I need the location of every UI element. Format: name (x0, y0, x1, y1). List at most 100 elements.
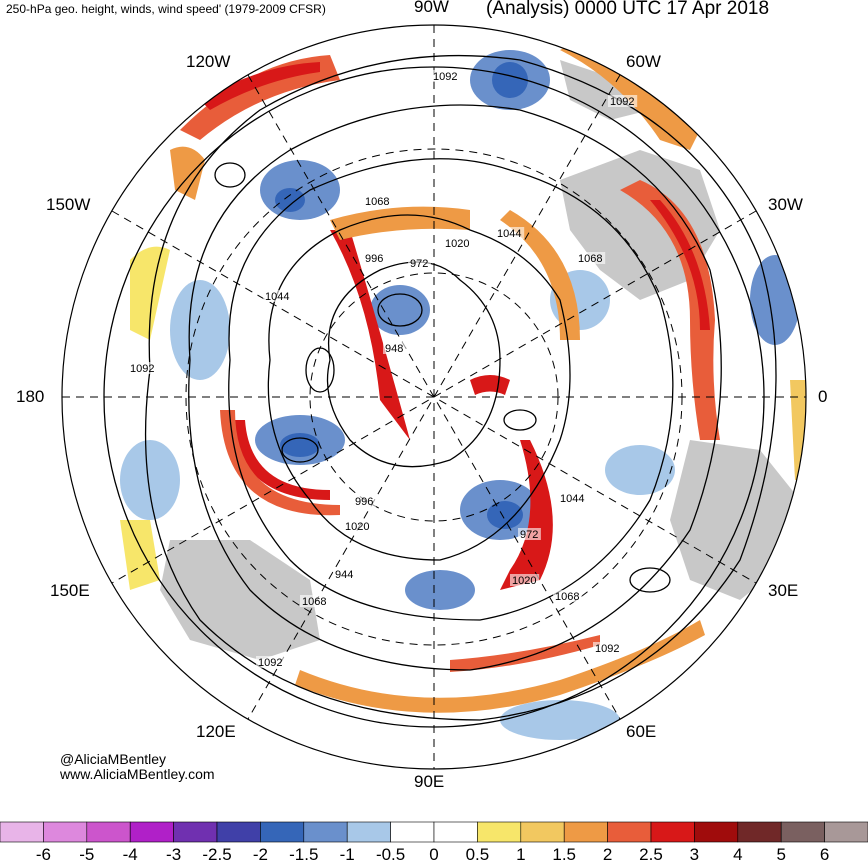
contour-label-bg (363, 252, 386, 264)
colorbar-tick-label: -2 (252, 845, 268, 864)
contour-label-bg (128, 362, 158, 374)
credit-handle: @AliciaMBentley (60, 751, 167, 767)
colorbar-swatch (737, 821, 782, 843)
colorbar-tick-label: 1.5 (552, 845, 577, 864)
lon-label-120w: 120W (186, 52, 231, 71)
contour-label-bg (300, 595, 330, 607)
lon-label-0: 0 (818, 387, 828, 406)
contour-label-bg (495, 227, 525, 239)
contour-label-bg (431, 70, 461, 82)
lon-label-180: 180 (16, 387, 45, 406)
analysis-time: (Analysis) 0000 UTC 17 Apr 2018 (486, 0, 770, 19)
contour-label: 1068 (555, 591, 579, 603)
colorbar (0, 821, 868, 843)
colorbar-tick-label: 2 (602, 845, 613, 864)
land-europe (670, 440, 800, 600)
colorbar-swatch (694, 821, 739, 843)
colorbar-tick-label: 6 (819, 845, 830, 864)
contour-label-bg (518, 528, 541, 540)
colorbar-swatch (563, 821, 608, 843)
contour-label-bg (510, 574, 540, 586)
contour-label-group: 1092 1092 1068 1020 1044 1068 996 972 1044 948 109… (128, 70, 638, 669)
contour-label: 1092 (258, 657, 282, 669)
lon-label-150w: 150W (46, 195, 91, 214)
contour-label: 1092 (595, 643, 619, 655)
contour-label: 1020 (512, 575, 536, 587)
contour-label-bg (576, 252, 606, 264)
lon-label-150e: 150E (50, 581, 90, 600)
graticule (62, 25, 806, 769)
colorbar-swatch (260, 821, 305, 843)
lon-label-30w: 30W (768, 195, 803, 214)
contour-label-bg (333, 568, 356, 580)
credit-website: www.AliciaMBentley.com (60, 766, 215, 782)
contour-label: 1092 (433, 71, 457, 83)
contour-label: 1044 (265, 291, 289, 303)
contour-label: 1020 (445, 238, 469, 250)
contour-label-bg (593, 642, 623, 654)
polar-map: 1092 1092 1068 1020 1044 1068 996 972 1044 948 109… (61, 24, 807, 770)
colorbar-swatch (477, 821, 522, 843)
colorbar-swatch (433, 821, 478, 843)
colorbar-tick-label: 0.5 (465, 845, 490, 864)
colorbar-swatch (346, 821, 391, 843)
colorbar-swatch (43, 821, 88, 843)
contour-label-bg (343, 520, 373, 532)
colorbar-tick-label: 2.5 (639, 845, 663, 864)
contour-label: 1020 (345, 521, 369, 533)
colorbar-tick-label: -2.5 (202, 845, 232, 864)
contour-label-bg (553, 590, 583, 602)
colorbar-swatch (780, 821, 825, 843)
contour-label: 1092 (610, 96, 634, 108)
colorbar-tick-label: 1 (516, 845, 526, 864)
colorbar-tick-label: 0 (429, 845, 439, 864)
colorbar-swatch (520, 821, 565, 843)
colorbar-tick-label: -5 (79, 845, 95, 864)
contour-label-bg (558, 492, 588, 504)
contour-label: 1092 (130, 363, 154, 375)
lon-label-60w: 60W (626, 52, 661, 71)
colorbar-tick-label: -1.5 (289, 845, 319, 864)
contour-label-bg (256, 656, 286, 668)
colorbar-tick-label: 3 (689, 845, 700, 864)
contour-label-bg (608, 95, 638, 107)
map-title: 250-hPa geo. height, winds, wind speed' … (6, 2, 326, 16)
contour-label: 972 (410, 258, 428, 270)
colorbar-tick-label: -1 (339, 845, 355, 864)
contour-label: 1044 (497, 228, 521, 240)
colorbar-tick-label: -0.5 (375, 845, 406, 864)
colorbar-swatch (607, 821, 652, 843)
colorbar-swatch (216, 821, 261, 843)
contour-label: 944 (335, 569, 353, 581)
contour-label: 996 (355, 496, 373, 508)
contour-label: 1068 (365, 196, 389, 208)
contour-label-bg (263, 290, 293, 302)
colorbar-tick-label: -3 (166, 845, 182, 864)
contour-label: 1068 (578, 253, 602, 265)
colorbar-tick-label: -6 (35, 845, 51, 864)
colorbar-swatch (390, 821, 435, 843)
contour-label-bg (443, 237, 473, 249)
contour-label: 996 (365, 253, 383, 265)
contour-label: 1044 (560, 493, 584, 505)
contour-label: 972 (520, 529, 538, 541)
colorbar-swatch (303, 821, 348, 843)
colorbar-tick-label: -4 (122, 845, 138, 864)
contour-label: 1068 (302, 596, 326, 608)
colorbar-swatch (824, 821, 868, 843)
lon-label-30e: 30E (768, 581, 799, 600)
colorbar-tick-label: 4 (733, 845, 743, 864)
contour-label-bg (353, 495, 376, 507)
lon-label-120e: 120E (196, 722, 236, 741)
contour-label: 948 (385, 343, 403, 355)
colorbar-swatch (86, 821, 131, 843)
colorbar-swatch (129, 821, 174, 843)
lon-label-90e: 90E (414, 772, 445, 791)
lon-label-60e: 60E (626, 722, 657, 741)
contour-label-bg (408, 257, 431, 269)
colorbar-tick-label: 5 (776, 845, 786, 864)
colorbar-swatch (650, 821, 695, 843)
contour-label-bg (363, 195, 393, 207)
lon-label-90w: 90W (414, 0, 449, 16)
contour-label-bg (383, 342, 406, 354)
